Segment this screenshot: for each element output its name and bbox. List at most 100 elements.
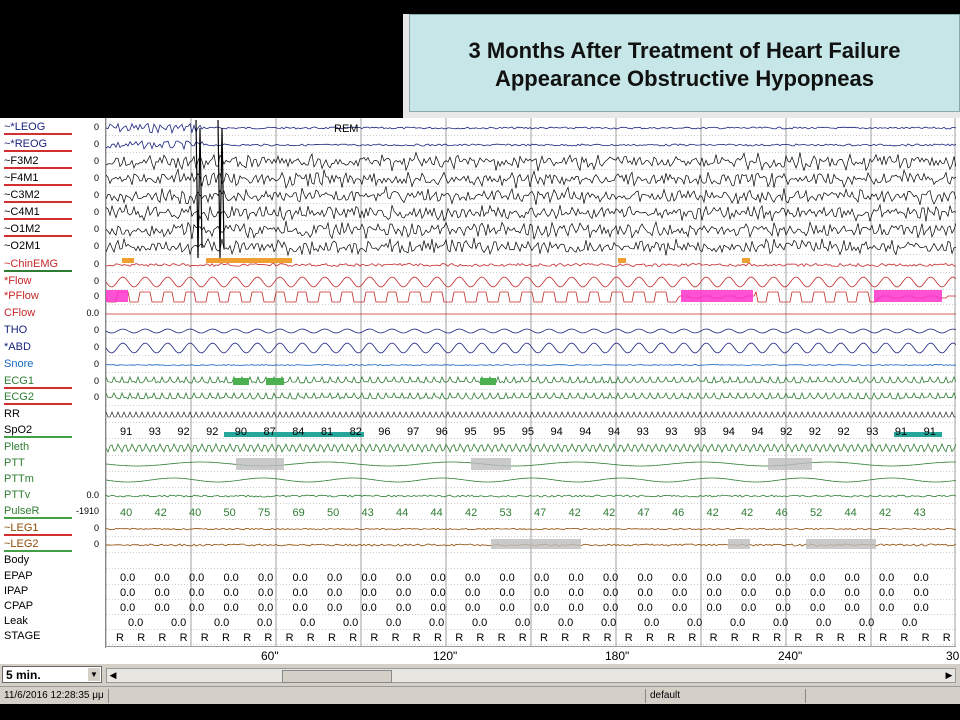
leak-value: 0.0 xyxy=(773,617,788,629)
channel-zero-value: 0 xyxy=(93,359,99,369)
channel-label[interactable]: SpO2 xyxy=(4,424,33,436)
horizontal-scrollbar[interactable]: ◀ ▶ xyxy=(106,668,956,683)
chevron-down-icon[interactable]: ▼ xyxy=(88,668,100,681)
leak-value: 0.0 xyxy=(171,617,186,629)
time-axis: 60" 120" 180" 240" 30 xyxy=(106,646,960,665)
trace-f4m1 xyxy=(106,167,956,190)
emg-event-mark xyxy=(122,258,134,263)
channel-label[interactable]: ~O1M2 xyxy=(4,223,41,235)
channel-label[interactable]: ~*REOG xyxy=(4,138,48,150)
stage-value: R xyxy=(540,632,548,644)
pulse-value: 50 xyxy=(327,507,339,519)
scroll-left-icon[interactable]: ◀ xyxy=(109,670,117,680)
trace-chinemg xyxy=(106,262,956,268)
status-timestamp: 11/6/2016 12:28:35 μμ xyxy=(4,690,104,701)
scroll-right-icon[interactable]: ▶ xyxy=(945,670,953,680)
pressure-value: 0.0 xyxy=(534,572,549,584)
channel-label[interactable]: PTTm xyxy=(4,473,34,485)
channel-label[interactable]: PulseR xyxy=(4,505,40,517)
pressure-value: 0.0 xyxy=(362,587,377,599)
channel-zero-value: 0 xyxy=(93,241,99,251)
trace-flow xyxy=(106,276,956,288)
channel-underline xyxy=(4,403,72,405)
rem-label: REM xyxy=(334,123,358,135)
spo2-value: 92 xyxy=(177,426,189,438)
pressure-value: 0.0 xyxy=(500,587,515,599)
channel-label[interactable]: RR xyxy=(4,408,20,420)
channel-label[interactable]: PTT xyxy=(4,457,25,469)
stage-value: R xyxy=(922,632,930,644)
channel-label[interactable]: THO xyxy=(4,324,28,336)
hypopnea-event xyxy=(874,290,942,302)
channel-label[interactable]: EPAP xyxy=(4,570,33,582)
pressure-value: 0.0 xyxy=(534,602,549,614)
trace-o1m2 xyxy=(106,220,956,240)
channel-label[interactable]: STAGE xyxy=(4,630,41,642)
pressure-value: 0.0 xyxy=(224,587,239,599)
channel-label[interactable]: ~C4M1 xyxy=(4,206,40,218)
channel-label[interactable]: *PFlow xyxy=(4,290,39,302)
channel-label[interactable]: PTTv xyxy=(4,489,31,501)
pressure-value: 0.0 xyxy=(500,602,515,614)
channel-label[interactable]: Snore xyxy=(4,358,34,370)
channel-zero-value: 0 xyxy=(93,259,99,269)
channel-zero-value: 0 xyxy=(93,276,99,286)
pulse-value: 44 xyxy=(431,507,443,519)
pressure-value: 0.0 xyxy=(707,587,722,599)
channel-label[interactable]: *ABD xyxy=(4,341,31,353)
trace-pleth xyxy=(106,442,956,454)
channel-label[interactable]: Pleth xyxy=(4,441,30,453)
channel-label[interactable]: IPAP xyxy=(4,585,29,597)
channel-label[interactable]: ECG1 xyxy=(4,375,34,387)
channel-zero-value: 0 xyxy=(93,207,99,217)
time-tick: 120" xyxy=(433,649,458,663)
pressure-value: 0.0 xyxy=(224,572,239,584)
pulse-value: 44 xyxy=(396,507,408,519)
spo2-value: 92 xyxy=(780,426,792,438)
pressure-value: 0.0 xyxy=(810,572,825,584)
pulse-value: 47 xyxy=(534,507,546,519)
channel-label[interactable]: Body xyxy=(4,554,30,566)
channel-zero-value: 0 xyxy=(93,190,99,200)
spo2-value: 97 xyxy=(407,426,419,438)
pulse-value: 42 xyxy=(707,507,719,519)
channel-label[interactable]: ECG2 xyxy=(4,391,34,403)
pressure-value: 0.0 xyxy=(741,572,756,584)
channel-label[interactable]: ~ChinEMG xyxy=(4,258,59,270)
pressure-value: 0.0 xyxy=(879,587,894,599)
channel-label[interactable]: ~F3M2 xyxy=(4,155,39,167)
stage-value: R xyxy=(476,632,484,644)
channel-label[interactable]: ~*LEOG xyxy=(4,121,46,133)
channel-label[interactable]: CPAP xyxy=(4,600,34,612)
epoch-select[interactable]: 5 min. ▼ xyxy=(2,666,102,683)
spo2-value: 84 xyxy=(292,426,304,438)
channel-underline xyxy=(4,184,72,186)
channel-label[interactable]: ~C3M2 xyxy=(4,189,40,201)
pulse-value: 46 xyxy=(672,507,684,519)
scrollbar-thumb[interactable] xyxy=(282,670,392,683)
leak-value: 0.0 xyxy=(429,617,444,629)
pressure-value: 0.0 xyxy=(569,602,584,614)
ptt-event xyxy=(236,458,284,470)
desaturation-bar xyxy=(894,432,942,437)
trace-c4m1 xyxy=(106,203,956,222)
spo2-value: 92 xyxy=(809,426,821,438)
stage-value: R xyxy=(434,632,442,644)
pressure-value: 0.0 xyxy=(603,587,618,599)
channel-label[interactable]: *Flow xyxy=(4,275,32,287)
channel-label[interactable]: CFlow xyxy=(4,307,36,319)
pressure-value: 0.0 xyxy=(258,587,273,599)
spo2-value: 95 xyxy=(493,426,505,438)
stage-value: R xyxy=(116,632,124,644)
channel-label[interactable]: ~O2M1 xyxy=(4,240,41,252)
spo2-value: 82 xyxy=(350,426,362,438)
stage-value: R xyxy=(519,632,527,644)
pressure-value: 0.0 xyxy=(431,587,446,599)
channel-label[interactable]: Leak xyxy=(4,615,28,627)
pressure-value: 0.0 xyxy=(810,602,825,614)
channel-label[interactable]: ~LEG2 xyxy=(4,538,39,550)
channel-label[interactable]: ~LEG1 xyxy=(4,522,39,534)
trace-area: 91 93 92 92 90 87 84 81 82 96 97 96 95 95 95 94 94 94 93 93… xyxy=(106,118,956,646)
channel-label[interactable]: ~F4M1 xyxy=(4,172,39,184)
time-tick: 30 xyxy=(946,649,960,663)
